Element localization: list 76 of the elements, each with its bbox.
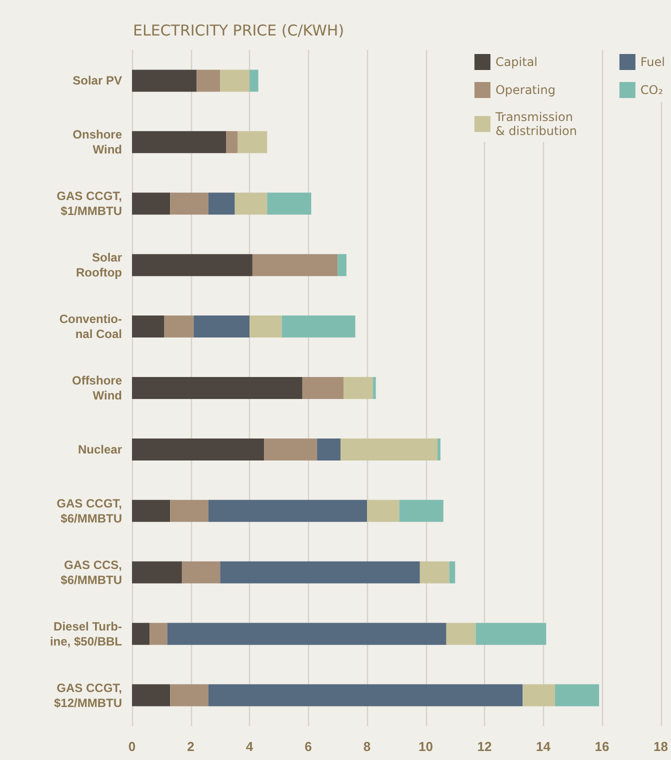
bar	[150, 622, 168, 645]
legend-label: Capital	[495, 55, 538, 69]
legend-label: Operating	[495, 83, 556, 97]
legend-label: Transmission & distribution	[494, 110, 578, 138]
bar	[132, 622, 150, 645]
bar	[220, 561, 420, 584]
x-tick-label: 0	[128, 739, 136, 754]
bar	[238, 131, 268, 154]
y-tick-label: Nuclear	[78, 442, 122, 456]
bar	[338, 254, 346, 276]
bar	[267, 192, 312, 215]
bar	[250, 70, 258, 92]
bar	[208, 192, 235, 215]
bar	[208, 684, 523, 706]
bar	[196, 70, 220, 92]
legend-label: Fuel	[640, 55, 666, 69]
bar	[132, 70, 197, 92]
bar	[164, 316, 194, 338]
x-tick-label: 14	[536, 739, 552, 754]
y-tick-label: GAS CCGT, $12/MMBTU	[54, 680, 122, 710]
x-tick-label: 10	[418, 739, 433, 754]
y-tick-label: GAS CCS, $6/MMBTU	[60, 558, 122, 587]
bar	[132, 316, 164, 338]
y-tick-label: GAS CCGT, $6/MMBTU	[56, 496, 122, 526]
bar	[317, 438, 341, 460]
x-tick-label: 16	[594, 739, 610, 754]
y-tick-label: Offshore Wind	[72, 374, 122, 402]
bar	[340, 438, 438, 460]
bar	[446, 622, 476, 645]
bar	[399, 500, 444, 522]
bar	[170, 684, 208, 706]
bar	[220, 70, 250, 92]
bar	[132, 684, 170, 706]
x-tick-label: 18	[654, 739, 668, 754]
bar	[367, 500, 400, 522]
bar	[132, 438, 264, 460]
bar	[170, 500, 208, 522]
bar	[344, 377, 373, 399]
x-tick-label: 12	[477, 739, 492, 754]
bar	[555, 684, 600, 706]
y-tick-label: Solar PV	[72, 74, 122, 88]
bar	[420, 561, 450, 584]
bar	[167, 622, 446, 645]
bar	[170, 192, 208, 215]
bar	[132, 377, 302, 399]
x-tick-label: 4	[246, 739, 254, 754]
y-tick-label: Solar Rooftop	[76, 250, 122, 280]
x-tick-label: 2	[187, 739, 194, 754]
bar	[449, 561, 456, 584]
bar	[522, 684, 556, 706]
bar	[194, 316, 250, 338]
chart-title: ELECTRICITY PRICE (C/KWH)	[133, 22, 344, 40]
bar	[132, 254, 252, 276]
bar	[132, 561, 182, 584]
bar	[476, 622, 546, 645]
y-tick-label: Diesel Turb- ine, $50/BBL	[50, 619, 122, 648]
bar	[250, 316, 282, 338]
bar	[226, 131, 238, 154]
bar	[372, 377, 376, 399]
y-tick-label: Conventio- nal Coal	[59, 312, 122, 342]
x-tick-label: 6	[304, 739, 312, 754]
bar	[208, 500, 368, 522]
bar	[282, 316, 356, 338]
x-tick-label: 8	[363, 739, 371, 754]
bar	[234, 192, 268, 215]
bar	[182, 561, 220, 584]
y-tick-label: Onshore Wind	[72, 128, 122, 157]
y-tick-label: GAS CCGT, $1/MMBTU	[56, 189, 122, 218]
bar	[132, 192, 170, 215]
bar	[252, 254, 338, 276]
bar	[132, 500, 170, 522]
bar	[438, 438, 440, 460]
bar	[264, 438, 318, 460]
legend-label: CO₂	[640, 83, 664, 97]
bar	[302, 377, 344, 399]
bar	[132, 131, 226, 154]
